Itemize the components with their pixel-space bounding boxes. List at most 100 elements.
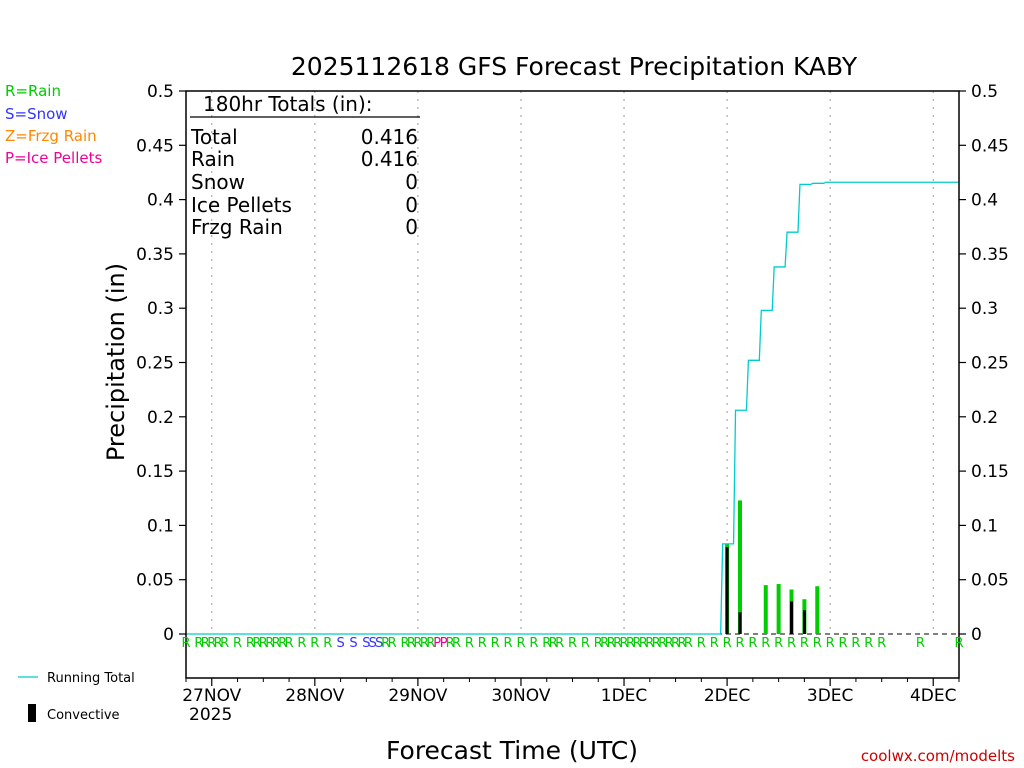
precip-type-letter: R [658, 636, 667, 651]
precip-type-letter: R [652, 636, 661, 651]
precip-type-letter: R [246, 636, 255, 651]
precip-type-letter: R [259, 636, 268, 651]
totals-frzg-rain-value: 0 [405, 215, 418, 239]
precip-type-letter: R [265, 636, 274, 651]
precip-type-letter: R [620, 636, 629, 651]
precip-type-letter: S [362, 636, 370, 651]
y-axis-right: 0 0.05 0.1 0.15 0.2 0.25 0.3 0.35 0.4 0.45 0.5 [959, 82, 1009, 645]
type-legend: R=Rain S=Snow Z=Frzg Rain P=Ice Pellets [5, 82, 102, 167]
convective-bar [738, 612, 742, 634]
y-axis-left: 0 0.05 0.1 0.15 0.2 0.25 0.3 0.35 0.4 0.45 0.5 [136, 82, 186, 645]
precip-type-letter: R [851, 636, 860, 651]
x-tick-label-7: 4DEC [910, 686, 957, 706]
precip-type-letter: R [761, 636, 770, 651]
precip-type-letter: R [916, 636, 925, 651]
y-tick-label-left-2: 0.1 [147, 516, 174, 536]
y-tick-label-right-1: 0.05 [971, 571, 1009, 591]
precip-type-letter: R [723, 636, 732, 651]
legend-convective-swatch [28, 704, 36, 722]
totals-total-value: 0.416 [361, 125, 418, 149]
precip-type-letter: R [800, 636, 809, 651]
precip-type-letter: P [433, 636, 441, 651]
totals-snow-label: Snow [191, 170, 245, 194]
x-tick-label-1: 28NOV [285, 686, 344, 706]
x-tick-label-4: 1DEC [601, 686, 648, 706]
y-tick-label-right-5: 0.25 [971, 354, 1009, 374]
totals-ice-pellets-label: Ice Pellets [191, 193, 292, 217]
precip-type-letter: R [639, 636, 648, 651]
precip-type-letter: R [207, 636, 216, 651]
plot-frame [185, 90, 960, 679]
convective-bar [790, 601, 794, 634]
precip-type-letter: R [710, 636, 719, 651]
y-tick-label-right-0: 0 [971, 625, 982, 645]
y-tick-label-right-3: 0.15 [971, 462, 1009, 482]
totals-box: 180hr Totals (in): Total 0.416 Rain 0.41… [190, 92, 420, 239]
precip-type-letter: R [677, 636, 686, 651]
precip-type-letter: R [252, 636, 261, 651]
legend-freezing-rain: Z=Frzg Rain [5, 127, 97, 145]
precip-type-letter: R [826, 636, 835, 651]
precip-type-letter: R [549, 636, 558, 651]
precip-type-letter: R [426, 636, 435, 651]
chart-title: 2025112618 GFS Forecast Precipitation KA… [291, 52, 858, 81]
x-tick-label-2: 29NOV [388, 686, 447, 706]
precip-type-letter: R [194, 636, 203, 651]
precip-type-letter: R [542, 636, 551, 651]
x-axis: 27NOV 28NOV 29NOV 30NOV 1DEC 2DEC 3DEC 4DEC [182, 678, 960, 706]
precip-type-letter: R [297, 636, 306, 651]
precip-bar [815, 586, 820, 634]
precip-type-letter: R [529, 636, 538, 651]
legend-running-total-label: Running Total [47, 671, 135, 686]
y-tick-label-left-6: 0.3 [147, 299, 174, 319]
precip-type-letter: R [452, 636, 461, 651]
x-tick-label-5: 2DEC [704, 686, 751, 706]
y-tick-label-left-5: 0.25 [136, 354, 174, 374]
precip-type-letter: R [310, 636, 319, 651]
y-tick-label-right-2: 0.1 [971, 516, 998, 536]
series-legend: Running Total Convective [18, 671, 135, 723]
precip-type-letter: S [349, 636, 357, 651]
precip-type-letter: R [607, 636, 616, 651]
y-tick-label-left-10: 0.5 [147, 82, 174, 102]
running-total-path [186, 181, 959, 635]
y-tick-label-left-0: 0 [163, 625, 174, 645]
convective-bar [802, 610, 806, 634]
y-tick-label-left-1: 0.05 [136, 571, 174, 591]
y-tick-label-left-9: 0.45 [136, 136, 174, 156]
precip-type-letter: S [375, 636, 383, 651]
y-tick-label-left-8: 0.4 [147, 191, 174, 211]
year-label: 2025 [189, 705, 232, 725]
precip-type-letter: R [504, 636, 513, 651]
legend-snow: S=Snow [5, 105, 68, 123]
running-total-line [186, 181, 959, 635]
precip-type-letter: R [813, 636, 822, 651]
precip-type-letter: R [201, 636, 210, 651]
precip-type-letter: R [632, 636, 641, 651]
precip-type-letter: R [400, 636, 409, 651]
precip-type-letter: R [697, 636, 706, 651]
credit-link[interactable]: coolwx.com/modelts [861, 747, 1015, 765]
precip-type-letter: R [233, 636, 242, 651]
totals-ice-pellets-value: 0 [405, 193, 418, 217]
convective-bar [725, 547, 729, 634]
precip-type-letter: R [491, 636, 500, 651]
precip-type-letter: R [774, 636, 783, 651]
precip-type-letter: R [748, 636, 757, 651]
precip-type-letter: R [381, 636, 390, 651]
legend-rain: R=Rain [5, 82, 61, 100]
precip-type-letter: R [465, 636, 474, 651]
precip-type-letter: R [285, 636, 294, 651]
x-axis-label: Forecast Time (UTC) [386, 736, 638, 765]
precip-type-letter: S [369, 636, 377, 651]
precip-type-letter: R [735, 636, 744, 651]
precip-type-letter: R [954, 636, 963, 651]
y-tick-label-left-4: 0.2 [147, 408, 174, 428]
precip-type-letter: S [336, 636, 344, 651]
totals-header: 180hr Totals (in): [203, 92, 373, 116]
precip-type-letter: R [787, 636, 796, 651]
precip-type-letter: R [388, 636, 397, 651]
totals-rain-value: 0.416 [361, 147, 418, 171]
